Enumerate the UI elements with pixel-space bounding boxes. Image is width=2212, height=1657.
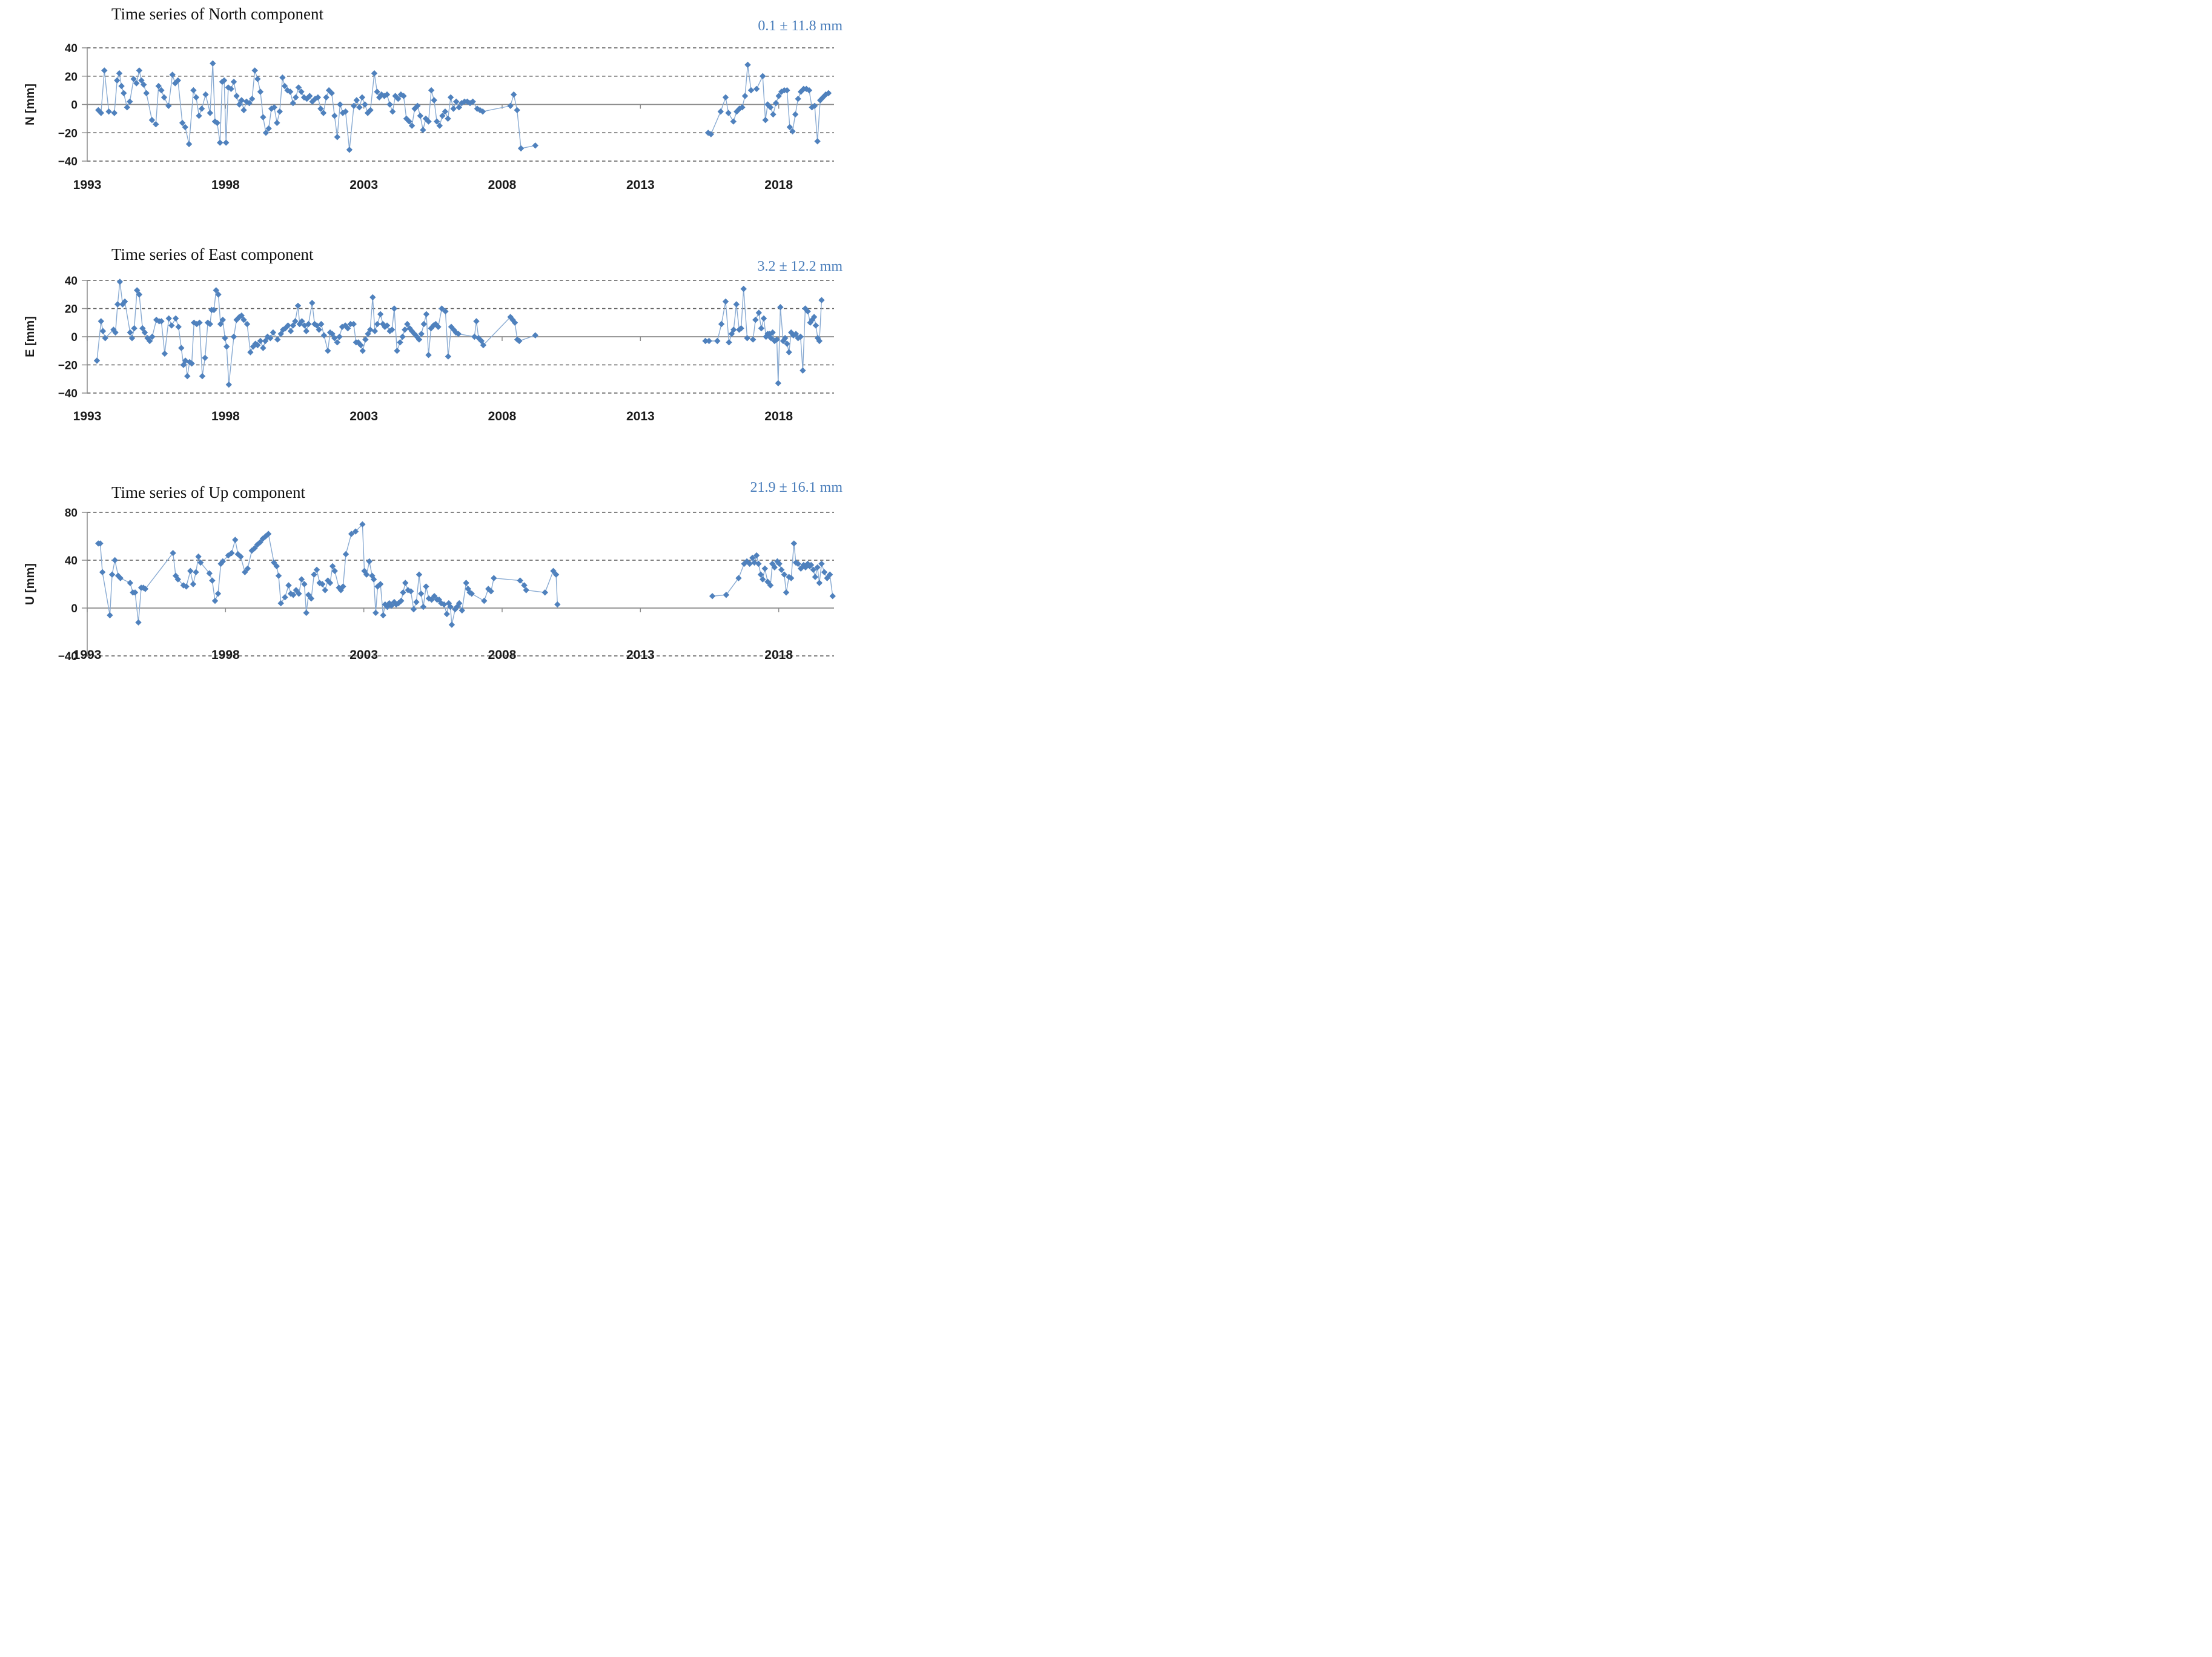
y-tick-label: −20 (58, 127, 78, 140)
x-tick-label: 2018 (764, 178, 793, 192)
y-tick-label: 0 (71, 331, 78, 344)
up-component-chart: Time series of Up component 21.9 ± 16.1 … (0, 442, 884, 663)
y-axis-label: U [mm] (24, 563, 37, 605)
y-tick-label: 80 (65, 507, 78, 520)
y-tick-label: 20 (65, 303, 78, 316)
x-tick-label: 2008 (488, 178, 517, 192)
x-tick-label: 2008 (488, 648, 517, 662)
series-markers (95, 521, 836, 628)
y-tick-label: 40 (65, 275, 78, 288)
y-tick-label: −40 (58, 388, 78, 400)
y-tick-label: 40 (65, 555, 78, 567)
x-tick-label: 1998 (211, 648, 240, 662)
y-tick-label: −40 (58, 650, 78, 663)
north-plot: 40 20 0 −20 −40 1993 1998 2003 2008 2013 2018 N [mm… (24, 42, 834, 192)
series-markers (93, 279, 825, 388)
x-tick-label: 2013 (626, 409, 655, 423)
x-tick-label: 2018 (764, 648, 793, 662)
north-component-chart: Time series of North component 0.1 ± 11.… (0, 0, 884, 221)
chart-title-east: Time series of East component (111, 245, 314, 263)
y-tick-label: 40 (65, 42, 78, 55)
y-axis-label: E [mm] (24, 316, 37, 357)
x-tick-label: 2013 (626, 648, 655, 662)
mean-annotation-east: 3.2 ± 12.2 mm (757, 259, 843, 274)
x-tick-label: 1993 (73, 409, 102, 423)
y-tick-label: 0 (71, 99, 78, 112)
chart-title-north: Time series of North component (111, 5, 323, 23)
y-tick-label: 0 (71, 603, 78, 615)
y-axis-label: N [mm] (24, 84, 37, 125)
x-tick-label: 2003 (349, 409, 378, 423)
mean-annotation-north: 0.1 ± 11.8 mm (758, 18, 843, 34)
x-tick-label: 2008 (488, 409, 517, 423)
gps-timeseries-figure: Time series of North component 0.1 ± 11.… (0, 0, 884, 664)
y-tick-label: 20 (65, 71, 78, 84)
x-tick-label: 1998 (211, 409, 240, 423)
east-plot: 40 20 0 −20 −40 1993 1998 2003 2008 2013 2018 E [mm… (24, 275, 834, 423)
y-tick-label: −40 (58, 156, 78, 168)
x-tick-label: 2018 (764, 409, 793, 423)
series-markers (95, 60, 832, 153)
x-tick-label: 1998 (211, 178, 240, 192)
x-tick-label: 1993 (73, 648, 102, 662)
x-tick-label: 2013 (626, 178, 655, 192)
x-tick-label: 2003 (349, 648, 378, 662)
chart-title-up: Time series of Up component (111, 483, 305, 501)
x-tick-label: 2003 (349, 178, 378, 192)
east-component-chart: Time series of East component 3.2 ± 12.2… (0, 221, 884, 442)
x-tick-label: 1993 (73, 178, 102, 192)
mean-annotation-up: 21.9 ± 16.1 mm (750, 480, 843, 495)
y-tick-label: −20 (58, 360, 78, 372)
